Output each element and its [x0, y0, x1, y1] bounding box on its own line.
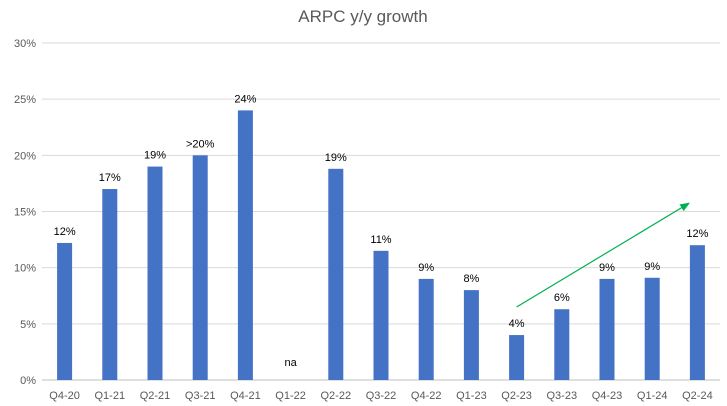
- bar: [373, 250, 389, 380]
- y-tick-label: 15%: [14, 207, 36, 219]
- bars: [57, 110, 705, 381]
- chart-title: ARPC y/y growth: [298, 7, 427, 26]
- data-label: 8%: [463, 273, 479, 285]
- data-label: 11%: [370, 234, 391, 246]
- x-tick-label: Q1-23: [456, 390, 487, 402]
- data-label: 24%: [234, 93, 256, 105]
- data-label: 9%: [599, 262, 615, 274]
- y-axis-ticks: 0% 5% 10% 15% 20% 25% 30%: [14, 38, 36, 387]
- data-label: 4%: [509, 318, 525, 330]
- data-label: 9%: [644, 261, 660, 273]
- bar: [599, 278, 615, 380]
- y-tick-label: 20%: [14, 150, 36, 162]
- bar: [644, 277, 660, 380]
- x-tick-label: Q4-23: [592, 390, 623, 402]
- bar: [328, 168, 344, 380]
- bar: [237, 110, 253, 381]
- data-label: >20%: [186, 138, 215, 150]
- data-labels: 12% 17% 19% >20% 24% na 19% 11% 9% 8% 4% 6% 9% 9% 12%: [54, 93, 709, 368]
- y-tick-label: 0%: [20, 375, 36, 387]
- x-tick-label: Q2-23: [501, 390, 532, 402]
- x-tick-label: Q2-22: [321, 390, 352, 402]
- x-tick-label: Q4-20: [49, 390, 80, 402]
- x-tick-label: Q3-23: [547, 390, 578, 402]
- x-tick-label: Q2-24: [682, 390, 713, 402]
- x-tick-label: Q1-24: [637, 390, 668, 402]
- x-tick-label: Q4-21: [230, 390, 261, 402]
- bar: [192, 155, 208, 380]
- bar: [554, 309, 570, 380]
- bar: [463, 290, 479, 380]
- x-tick-label: Q4-22: [411, 390, 442, 402]
- x-tick-label: Q1-22: [275, 390, 306, 402]
- data-label: 6%: [554, 292, 570, 304]
- bar: [689, 245, 705, 380]
- x-axis-ticks: Q4-20 Q1-21 Q2-21 Q3-21 Q4-21 Q1-22 Q2-22 Q3-22…: [49, 390, 712, 402]
- x-tick-label: Q1-21: [95, 390, 126, 402]
- data-label: 12%: [54, 226, 76, 238]
- data-label: 12%: [686, 228, 708, 240]
- data-label: 9%: [418, 262, 434, 274]
- bar: [147, 166, 163, 380]
- data-label: 17%: [99, 172, 121, 184]
- y-tick-label: 10%: [14, 263, 36, 275]
- annotations: [516, 202, 691, 308]
- bar: [509, 335, 525, 380]
- y-tick-label: 30%: [14, 38, 36, 50]
- bar: [418, 278, 434, 380]
- trend-arrow: [516, 202, 691, 308]
- y-tick-label: 5%: [20, 319, 36, 331]
- bar: [57, 242, 73, 380]
- y-tick-label: 25%: [14, 94, 36, 106]
- x-tick-label: Q3-21: [185, 390, 216, 402]
- x-tick-label: Q3-22: [366, 390, 397, 402]
- data-label: 19%: [144, 150, 166, 162]
- bar: [102, 189, 118, 380]
- data-label: na: [284, 357, 297, 369]
- data-label: 19%: [325, 152, 347, 164]
- x-tick-label: Q2-21: [140, 390, 171, 402]
